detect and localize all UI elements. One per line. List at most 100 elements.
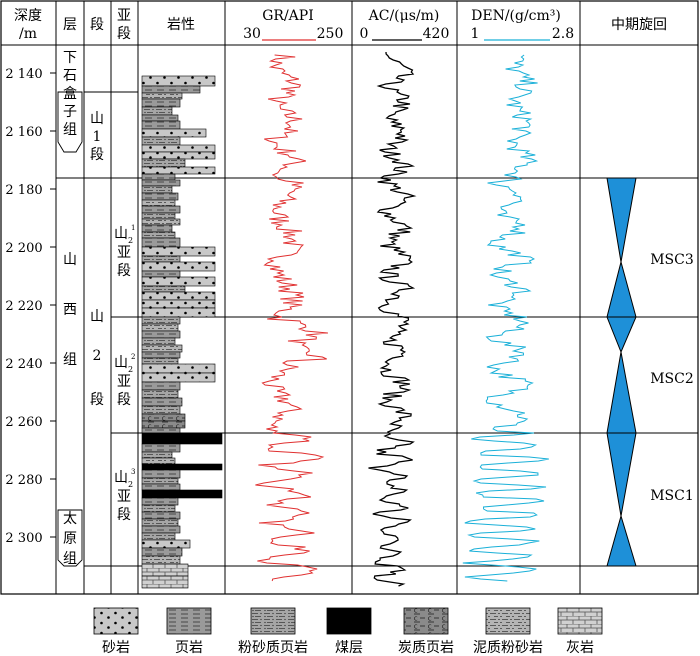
cycle-triangle <box>606 316 637 354</box>
cycle-label: MSC3 <box>650 252 694 268</box>
legend-item: 粉砂质页岩 <box>238 607 308 656</box>
member-column: 山 1 段 山 2 段 <box>90 111 104 408</box>
legend-item: 泥质粉砂岩 <box>473 607 543 656</box>
lithology-layer <box>141 525 181 534</box>
den-header: DEN/(g/cm³) <box>471 8 561 24</box>
submember-char: 亚 <box>117 374 131 390</box>
formation-upper-char: 盒 <box>63 85 77 102</box>
lithology-layer <box>141 85 201 94</box>
lithology-layer <box>141 179 181 187</box>
legend-swatch <box>326 607 372 635</box>
lithology-column <box>141 75 223 589</box>
formation-header: 层 <box>63 17 77 33</box>
cycle-label: MSC2 <box>650 371 694 387</box>
lithology-header: 岩性 <box>167 17 195 33</box>
lithology-layer <box>141 532 176 541</box>
cycle-triangle <box>606 351 637 434</box>
gr-min: 30 <box>243 26 261 42</box>
gr-header: GR/API <box>262 8 314 24</box>
ac-header: AC/(μs/m) <box>368 8 440 24</box>
submember-sup: 1 <box>131 224 135 232</box>
lithology-layer <box>141 457 176 465</box>
submember-label: 山 2 1 亚段 <box>114 224 135 279</box>
lithology-layer <box>141 92 183 100</box>
cycle-label: MSC1 <box>650 488 694 504</box>
submember-base: 山 <box>114 226 128 242</box>
table-header: 深度 /m 层 段 亚 段 岩性 GR/API 30 250 AC/(μs/m)… <box>14 8 667 42</box>
lithology-layer <box>141 255 181 263</box>
lithology-layer <box>141 323 179 332</box>
depth-tick-label: 2 280 <box>5 473 42 488</box>
lithology-layer <box>141 469 181 479</box>
submember-base: 山 <box>114 470 128 486</box>
depth-tick-label: 2 200 <box>5 241 42 256</box>
lithology-layer <box>141 136 181 146</box>
lithology-layer <box>141 199 176 207</box>
lithology-layer <box>141 357 179 365</box>
depth-tick-label: 2 140 <box>5 67 42 82</box>
cycle-header: 中期旋回 <box>611 17 667 33</box>
legend-label: 泥质粉砂岩 <box>473 640 543 656</box>
lithology-layer <box>141 451 173 459</box>
lithology-layer <box>141 205 181 214</box>
member-shan1-char: 山 <box>90 111 104 127</box>
lithology-layer <box>141 427 181 434</box>
legend-label: 粉砂质页岩 <box>238 640 308 656</box>
depth-tick-label: 2 160 <box>5 125 42 140</box>
lithology-layer <box>141 518 179 527</box>
gr-max: 250 <box>317 26 344 42</box>
submember-char: 亚 <box>117 489 131 505</box>
lithology-layer <box>141 372 216 383</box>
formation-upper-char: 组 <box>63 122 77 138</box>
lithology-layer <box>141 212 176 220</box>
lithology-layer <box>141 463 223 471</box>
submember-header-1: 亚 <box>117 8 131 24</box>
lithology-layer <box>141 351 181 359</box>
member-shan2-char: 2 <box>93 348 102 364</box>
den-min: 1 <box>471 26 480 42</box>
lithology-layer <box>141 158 186 168</box>
lithology-layer <box>141 405 181 415</box>
lithology-layer <box>141 285 186 293</box>
lithology-layer <box>141 151 216 160</box>
member-shan1-char: 段 <box>90 147 104 163</box>
lithology-layer <box>141 547 183 557</box>
lithology-layer <box>141 291 216 301</box>
lithology-layer <box>141 246 216 257</box>
submember-sup: 2 <box>131 353 135 361</box>
member-header: 段 <box>90 17 104 33</box>
lithology-layer <box>141 539 191 549</box>
lithology-layer <box>141 413 186 422</box>
cycle-column: MSC3 MSC2 MSC1 <box>606 177 694 567</box>
ac-min: 0 <box>360 26 369 42</box>
ac-max: 420 <box>423 26 450 42</box>
formation-upper-char: 下 <box>63 50 77 66</box>
lithology-layer <box>141 504 176 513</box>
lithology-layer <box>141 144 216 153</box>
lithology-layer <box>141 185 173 194</box>
legend-label: 页岩 <box>175 640 203 656</box>
log-curves <box>255 51 549 587</box>
submember-sub: 2 <box>128 365 133 374</box>
cycle-triangle <box>606 260 637 318</box>
depth-tick-label: 2 180 <box>5 183 42 198</box>
legend-item: 煤层 <box>326 607 372 656</box>
lithology-layer <box>141 483 181 491</box>
legend-item: 砂岩 <box>93 607 139 656</box>
lithology-layer <box>141 106 173 116</box>
legend-label: 灰岩 <box>566 640 594 656</box>
formation-shanxi-char: 西 <box>63 302 77 318</box>
lithology-layer <box>141 397 183 407</box>
formation-shanxi-char: 组 <box>63 352 77 368</box>
lithology-layer <box>141 166 216 175</box>
submember-header-2: 段 <box>117 26 131 42</box>
lithology-layer <box>141 443 181 453</box>
lithology-layer <box>141 381 181 391</box>
lithology-layer <box>141 261 216 272</box>
formation-taiyuan-char: 原 <box>63 531 77 547</box>
legend-swatch <box>557 607 603 635</box>
member-shan2-char: 山 <box>90 309 104 325</box>
lithology-layer <box>141 316 181 325</box>
